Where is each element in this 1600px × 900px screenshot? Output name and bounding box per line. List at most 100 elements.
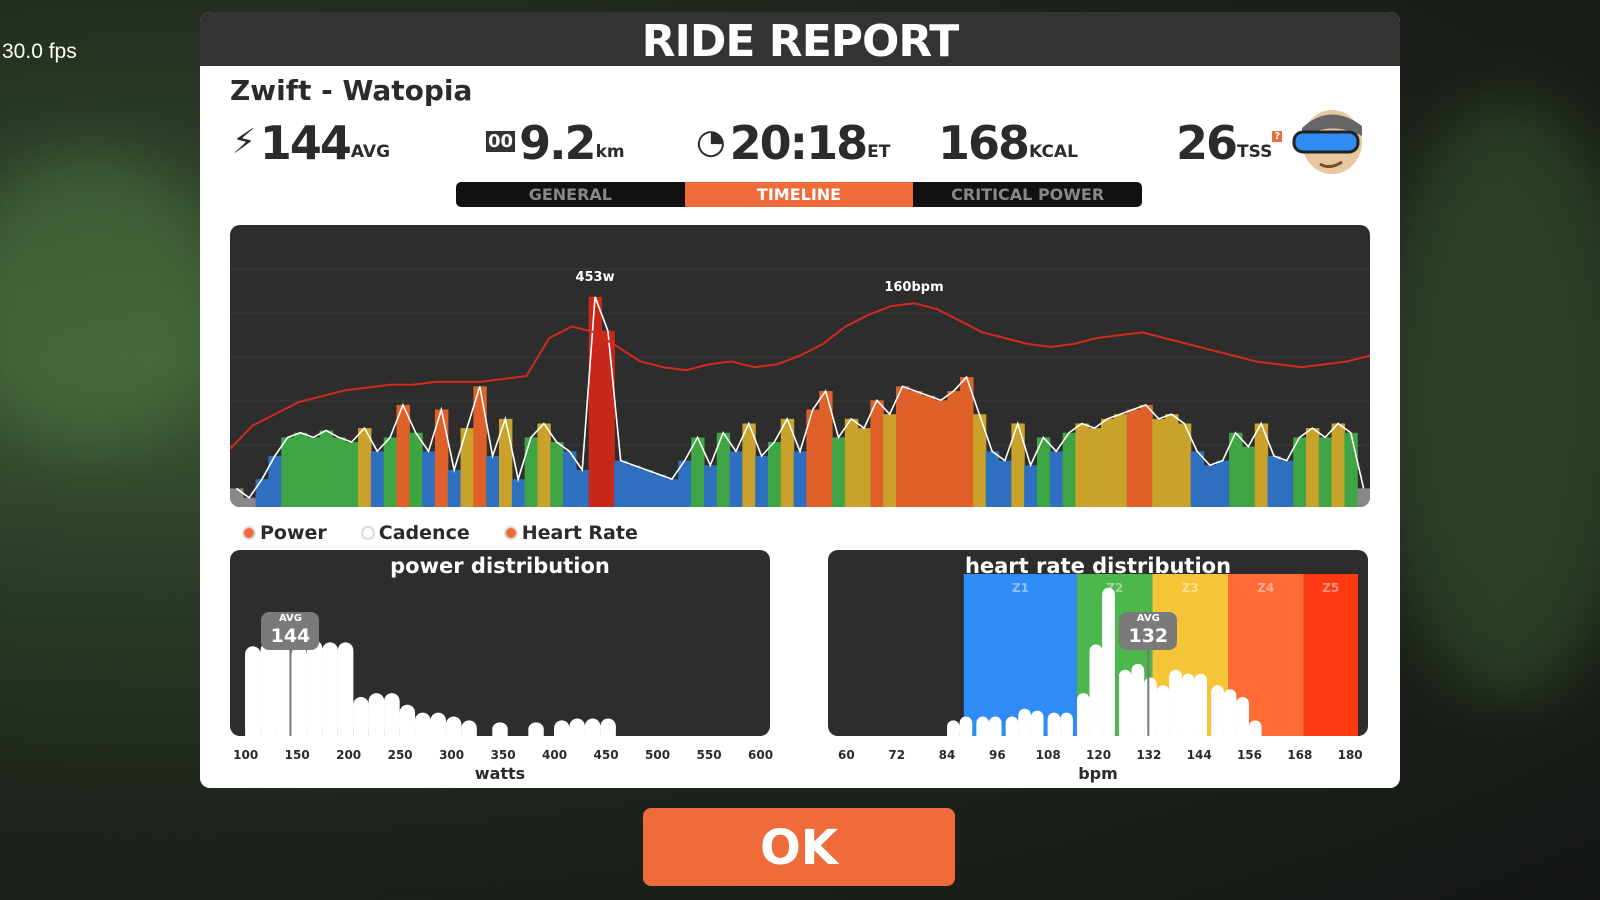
power-bar (434, 409, 449, 507)
histogram-bar-base (337, 650, 354, 736)
power-bar (409, 432, 423, 507)
histogram-bar-base (947, 728, 960, 736)
power-bar (575, 469, 590, 507)
power-bar (1280, 460, 1294, 507)
x-tick-label: 500 (645, 748, 671, 762)
histogram-bar-base (322, 650, 338, 736)
power-bar (396, 404, 410, 507)
power-bar (268, 455, 282, 507)
x-tick-label: 132 (1136, 748, 1162, 762)
power-bar (1229, 432, 1243, 507)
power-bar (1024, 465, 1038, 507)
tss-help-button[interactable]: ? (1272, 131, 1283, 142)
power-bar (627, 465, 641, 507)
power-bar (1036, 437, 1051, 507)
power-bar (780, 418, 795, 507)
avg-label: AVG (1136, 613, 1160, 624)
power-bar (998, 460, 1012, 507)
x-tick-label: 200 (336, 748, 362, 762)
legend-power-toggle[interactable]: Power (242, 522, 327, 544)
power-bar (1241, 446, 1256, 507)
x-tick-label: 144 (1186, 748, 1212, 762)
power-bar (678, 460, 692, 507)
zone-label: Z5 (1322, 581, 1339, 595)
power-bar (370, 451, 385, 507)
power-bar (1101, 418, 1115, 507)
power-bar (255, 479, 270, 507)
stat-avg-power: ⚡ 144 AVG (232, 118, 390, 168)
peak-hr-label: 160bpm (884, 280, 943, 295)
chart-legend: Power Cadence Heart Rate (242, 522, 638, 544)
histogram-bar-base (415, 720, 431, 736)
x-tick-label: 350 (490, 748, 516, 762)
histogram-bar-base (1236, 705, 1249, 736)
timeline-svg: 453w 160bpm (230, 268, 1370, 507)
histogram-bar-base (384, 701, 400, 736)
stat-elapsed-time: ◔ 20:18 ET (696, 118, 890, 168)
power-histogram (245, 640, 616, 736)
hr-histogram: Z1 Z2 Z3 Z4 Z5 (947, 574, 1358, 736)
histogram-bar-base (976, 724, 989, 736)
power-bar (883, 414, 897, 507)
background-blur (1380, 100, 1600, 700)
stat-unit: TSS (1237, 142, 1273, 162)
histogram-bar-base (1248, 728, 1262, 736)
tab-general[interactable]: GENERAL (528, 185, 612, 204)
histogram-bar-base (1223, 697, 1237, 736)
histogram-bar-base (1131, 671, 1145, 736)
power-bar (306, 437, 321, 507)
legend-cadence-toggle[interactable]: Cadence (360, 522, 470, 544)
x-tick-label: 550 (696, 748, 722, 762)
histogram-bar-base (1156, 693, 1170, 736)
stat-value: 20:18 (729, 116, 868, 170)
histogram-bar-base (1102, 595, 1115, 736)
hr-zone-band (963, 574, 1078, 736)
ok-button[interactable]: OK (643, 808, 955, 886)
power-bar (1293, 437, 1307, 507)
x-tick-label: 120 (1086, 748, 1112, 762)
legend-label: Power (260, 522, 327, 544)
power-bar (550, 442, 564, 507)
power-bar (1344, 432, 1358, 507)
power-bar (896, 386, 910, 507)
histogram-bar-base (492, 730, 508, 736)
histogram-bar-base (260, 650, 277, 736)
histogram-bar-base (276, 650, 292, 736)
power-bar (1216, 460, 1230, 507)
legend-label: Heart Rate (521, 522, 638, 544)
power-bar (1318, 437, 1333, 507)
power-bar (537, 423, 551, 507)
histogram-bar-base (1169, 677, 1182, 736)
avg-value: 144 (270, 625, 311, 647)
power-bar (1305, 428, 1320, 507)
power-bar (652, 474, 667, 507)
histogram-bar-base (1118, 677, 1132, 736)
histogram-bar-base (554, 728, 570, 736)
tab-timeline[interactable]: TIMELINE (684, 182, 914, 207)
zone-label: Z4 (1257, 581, 1274, 595)
chart-title: heart rate distribution (964, 554, 1232, 578)
power-bar (1075, 423, 1089, 507)
heart-rate-line (230, 302, 1370, 450)
tab-critical-power[interactable]: CRITICAL POWER (951, 185, 1105, 204)
dialog-title: RIDE REPORT (200, 12, 1400, 67)
power-bar (422, 451, 436, 507)
power-bar (1011, 423, 1025, 507)
legend-heart-rate-toggle[interactable]: Heart Rate (503, 522, 638, 544)
avatar[interactable] (1290, 98, 1370, 178)
x-tick-label: 600 (748, 748, 774, 762)
lightning-icon: ⚡ (232, 122, 256, 162)
histogram-bar-base (353, 705, 369, 736)
power-bar (921, 395, 936, 507)
stat-unit: ET (867, 142, 891, 162)
power-bar (460, 428, 474, 507)
power-bar (1152, 418, 1166, 507)
x-axis-label: watts (474, 764, 526, 783)
histogram-bar-base (569, 726, 585, 736)
histogram-bar-base (584, 726, 601, 736)
histogram-bar-base (1005, 724, 1019, 736)
power-bar (985, 451, 1000, 507)
power-bar (767, 442, 782, 507)
histogram-bar-base (1047, 720, 1061, 736)
power-bar (934, 400, 948, 507)
